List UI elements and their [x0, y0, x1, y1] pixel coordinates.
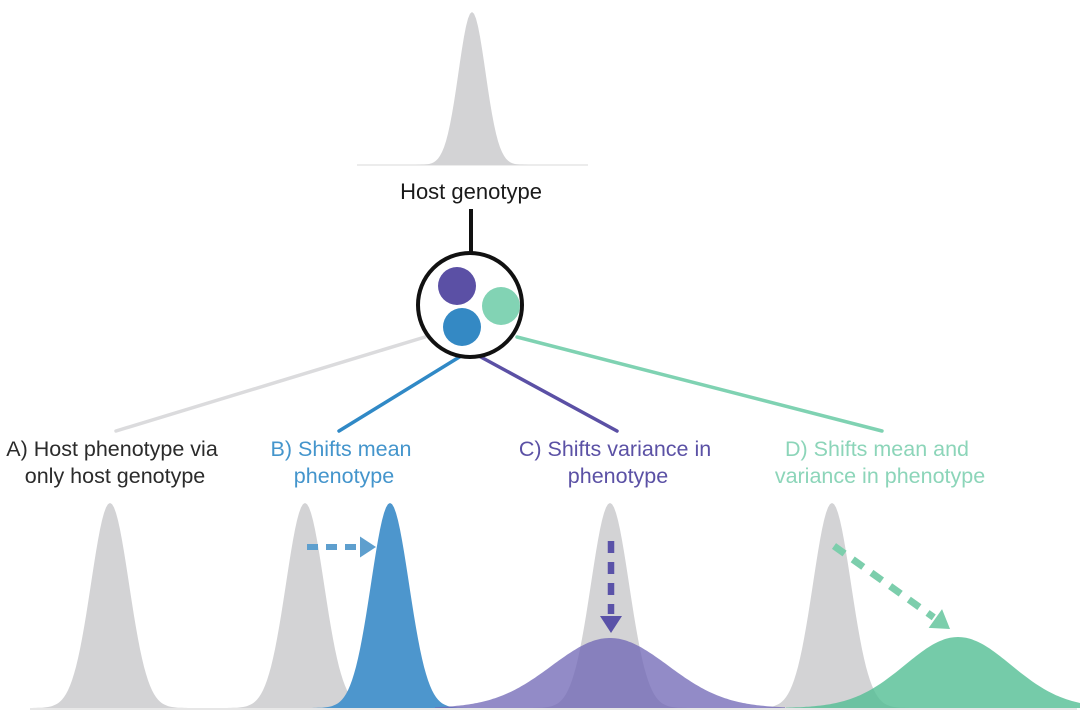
mean-shift-arrow-head [360, 536, 376, 558]
host-genotype-distribution [410, 12, 534, 165]
branch-label-a: A) Host phenotype via only host genotype [6, 437, 224, 488]
shifted-mean-variance-curve [786, 637, 1080, 708]
mean-variance-shift-arrow-shaft [831, 543, 936, 621]
branch-label-b: B) Shifts mean phenotype [271, 437, 418, 488]
branch-labels-layer: A) Host phenotype via only host genotype… [6, 437, 985, 488]
branch-label-d-line1: D) Shifts mean and [785, 437, 969, 461]
branch-label-b-line1: B) Shifts mean [271, 437, 412, 461]
original-phenotype-curve-b [223, 503, 387, 708]
host-genotype-label: Host genotype [400, 179, 542, 204]
branch-label-b-line2: phenotype [294, 464, 394, 488]
blue-microbe-dot [443, 308, 481, 346]
branch-label-a-line2: only host genotype [25, 464, 206, 488]
teal-microbe-dot [482, 287, 520, 325]
host-only-phenotype-curve [28, 503, 192, 708]
branch-line-c [477, 354, 619, 433]
branch-line-d [515, 335, 884, 433]
microbe-dots-layer [438, 267, 520, 346]
original-phenotype-curve-d [750, 503, 914, 708]
mean-variance-shift-arrow-head [928, 609, 950, 629]
branch-label-c: C) Shifts variance in phenotype [519, 437, 717, 488]
shift-arrows-layer [307, 536, 950, 633]
purple-microbe-dot [438, 267, 476, 305]
branch-line-a [114, 335, 427, 433]
branch-label-d-line2: variance in phenotype [775, 464, 985, 488]
branch-label-d: D) Shifts mean and variance in phenotype [775, 437, 985, 488]
branch-lines-layer [114, 335, 884, 433]
distribution-curves-layer [28, 12, 1080, 708]
branch-label-c-line1: C) Shifts variance in [519, 437, 711, 461]
increased-variance-curve [435, 638, 785, 708]
branch-line-b [337, 354, 463, 433]
shifted-mean-curve [308, 503, 472, 708]
variance-shift-arrow-head [600, 616, 622, 633]
branch-label-a-line1: A) Host phenotype via [6, 437, 218, 461]
branch-label-c-line2: phenotype [568, 464, 668, 488]
